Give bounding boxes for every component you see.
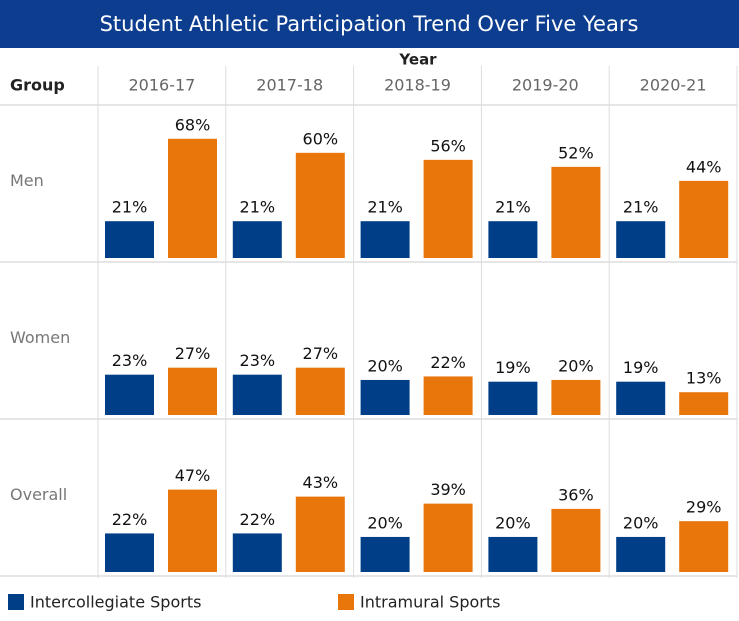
bar <box>423 376 473 415</box>
data-label: 44% <box>686 157 722 176</box>
bar <box>551 379 601 415</box>
bar <box>360 536 410 572</box>
data-label: 19% <box>623 358 659 377</box>
bar <box>232 533 282 572</box>
bar <box>616 381 666 415</box>
row-label: Men <box>10 171 44 190</box>
chart-title: Student Athletic Participation Trend Ove… <box>100 12 639 36</box>
data-label: 21% <box>112 198 148 217</box>
data-label: 27% <box>303 344 339 363</box>
legend-swatch <box>338 594 354 610</box>
bar <box>168 367 217 415</box>
bar <box>295 367 345 415</box>
data-label: 68% <box>175 115 211 134</box>
data-label: 20% <box>558 356 594 375</box>
column-header: Year <box>398 51 437 69</box>
bar <box>232 221 282 258</box>
data-label: 39% <box>430 480 466 499</box>
bar <box>679 521 729 572</box>
bar <box>105 533 154 572</box>
data-label: 13% <box>686 369 722 388</box>
row-label: Women <box>10 328 70 347</box>
bar <box>488 536 538 572</box>
bar <box>616 536 666 572</box>
data-label: 52% <box>558 143 594 162</box>
bar <box>168 138 217 258</box>
column-label: 2017-18 <box>256 76 323 95</box>
column-label: 2020-21 <box>640 76 707 95</box>
bar <box>360 221 410 258</box>
bar <box>295 496 345 572</box>
data-label: 23% <box>240 351 276 370</box>
data-label: 22% <box>240 510 276 529</box>
column-label: 2018-19 <box>384 76 451 95</box>
data-label: 22% <box>112 510 148 529</box>
data-label: 21% <box>367 198 403 217</box>
row-header: Group <box>10 76 65 95</box>
bar <box>679 392 729 415</box>
data-label: 60% <box>303 129 339 148</box>
bar <box>168 489 217 572</box>
data-label: 20% <box>623 513 659 532</box>
legend-label: Intramural Sports <box>360 593 500 612</box>
bar <box>679 180 729 258</box>
data-label: 29% <box>686 498 722 517</box>
bar <box>360 379 410 415</box>
bar <box>423 159 473 258</box>
data-label: 21% <box>240 198 276 217</box>
data-label: 56% <box>430 136 466 155</box>
bar <box>295 152 345 258</box>
column-label: 2016-17 <box>128 76 195 95</box>
bar <box>488 221 538 258</box>
data-label: 22% <box>430 353 466 372</box>
legend-swatch <box>8 594 24 610</box>
bar <box>423 503 473 572</box>
row-label: Overall <box>10 485 67 504</box>
bar <box>488 381 538 415</box>
data-label: 21% <box>495 198 531 217</box>
data-label: 36% <box>558 485 594 504</box>
data-label: 20% <box>495 513 531 532</box>
data-label: 47% <box>175 466 211 485</box>
bar <box>105 374 154 415</box>
data-label: 23% <box>112 351 148 370</box>
bar <box>616 221 666 258</box>
data-label: 43% <box>303 473 339 492</box>
data-label: 20% <box>367 356 403 375</box>
data-label: 19% <box>495 358 531 377</box>
title-bar <box>0 0 739 48</box>
bar <box>551 166 601 258</box>
data-label: 20% <box>367 513 403 532</box>
data-label: 27% <box>175 344 211 363</box>
bar <box>551 508 601 572</box>
legend-label: Intercollegiate Sports <box>30 593 201 612</box>
bar <box>232 374 282 415</box>
data-label: 21% <box>623 198 659 217</box>
column-label: 2019-20 <box>512 76 579 95</box>
bar <box>105 221 154 258</box>
